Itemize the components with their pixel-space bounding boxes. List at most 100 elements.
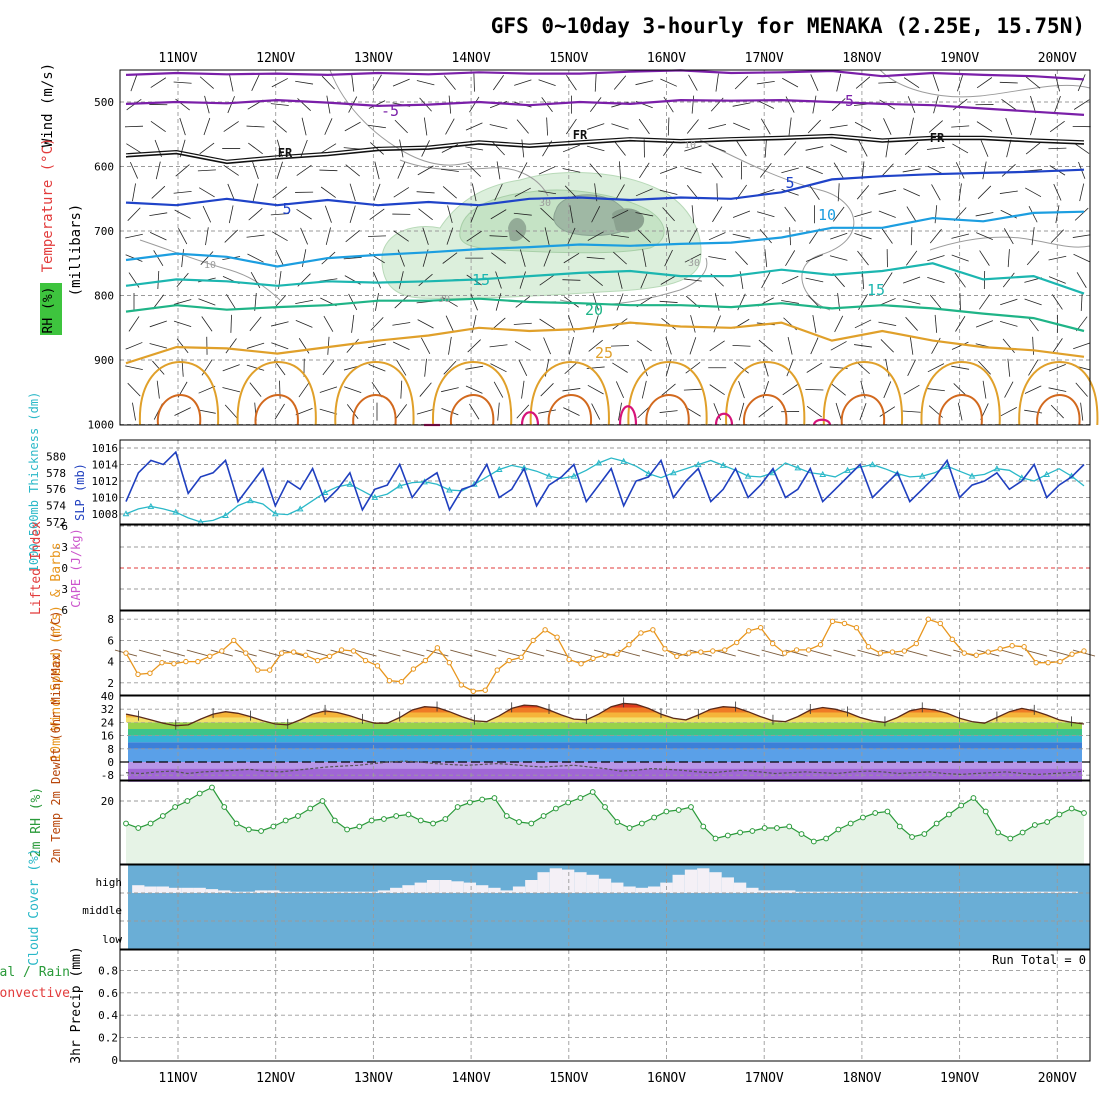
wind-barb <box>1052 294 1063 310</box>
wind-barb <box>422 227 429 245</box>
wind-barb <box>441 387 459 393</box>
wind-speed-point <box>937 620 943 627</box>
wind-barb <box>615 184 625 201</box>
wind-barb <box>660 166 678 174</box>
rh-point <box>405 811 412 818</box>
panel-frame <box>119 949 1091 1062</box>
day-label: 11NOV <box>158 1071 197 1086</box>
temperature-tick: 40 <box>101 690 114 703</box>
wind-barb <box>1072 234 1091 238</box>
wind-speed-point <box>710 648 716 654</box>
wind-barb <box>368 124 386 129</box>
wind-speed-point <box>662 646 668 652</box>
wind-barb <box>732 233 751 239</box>
wind-barb <box>1000 298 1018 306</box>
rh-point <box>319 798 326 804</box>
surface-wind-barb <box>1024 649 1048 657</box>
wind10m-series <box>114 616 1096 694</box>
temperature-band <box>128 735 1082 743</box>
wind-barb <box>711 162 723 178</box>
high-cloud-bar <box>537 872 550 893</box>
wind-barb <box>150 121 166 132</box>
rh-point <box>393 813 400 819</box>
wind-barb <box>611 209 629 219</box>
wind10m-panel: 2 4 6 8 <box>107 611 1096 695</box>
wind-barb <box>204 95 210 114</box>
wind-barb <box>1027 316 1039 332</box>
wind-barb <box>271 78 288 88</box>
surface-wind-barb <box>833 649 856 657</box>
wind-barb <box>227 96 235 114</box>
wind-barb <box>246 342 265 349</box>
wind-barb <box>149 320 167 328</box>
wind-barb <box>157 271 160 290</box>
isotherm-loop <box>352 393 397 426</box>
wind-barb <box>861 161 865 180</box>
wind-barb <box>735 251 748 265</box>
wind-barb <box>518 359 528 377</box>
wind-barb <box>951 365 970 370</box>
pressure-tick: 500 <box>94 96 114 109</box>
high-cloud-bar <box>512 886 526 893</box>
wind-barb <box>543 249 551 267</box>
wind-barb <box>611 234 629 238</box>
wind-barb <box>397 249 405 267</box>
wind-barb <box>489 235 508 238</box>
wind-barb <box>659 410 678 413</box>
wind-barb <box>495 271 502 289</box>
rh-point <box>995 829 1001 836</box>
wind-barb <box>395 404 408 420</box>
high-cloud-bar <box>611 882 624 893</box>
thickness-point <box>122 510 130 517</box>
thickness-point <box>495 465 503 473</box>
wind-barb <box>465 365 484 370</box>
wind-barb <box>880 339 894 353</box>
high-cloud-bar <box>1004 891 1017 893</box>
surface-wind-barb <box>138 649 162 657</box>
rh-point <box>430 820 436 827</box>
wind-speed-point <box>698 649 704 655</box>
isotherm-label: 15 <box>867 281 885 299</box>
wind-speed-point <box>542 627 548 633</box>
high-cloud-bar <box>181 887 194 893</box>
wind-barb <box>176 338 189 354</box>
wind-barb <box>271 342 289 350</box>
wind-barb <box>465 385 483 394</box>
wind-barb <box>878 321 897 326</box>
wind-barb <box>885 139 890 158</box>
precip-tick: 0.4 <box>98 1009 118 1022</box>
wind-barb <box>201 316 213 332</box>
wind-barb <box>370 142 384 155</box>
slp-tick: 1008 <box>92 508 119 521</box>
wind-barb <box>521 139 525 158</box>
wind-speed-point <box>985 649 991 655</box>
wind-barb <box>764 249 768 268</box>
high-cloud-bar <box>1053 891 1066 893</box>
wind-barb <box>928 120 943 133</box>
wind-barb <box>252 183 259 202</box>
wind-barb <box>566 74 577 91</box>
rh-point <box>1056 811 1063 818</box>
isotherm-label: 10 <box>818 206 836 224</box>
wind-barb <box>976 77 993 89</box>
temperature-band <box>128 762 1082 769</box>
wind-barb <box>588 339 603 352</box>
rh-point <box>258 828 265 834</box>
rh-point <box>737 829 744 836</box>
wind-barb <box>588 274 603 286</box>
high-cloud-bar <box>254 890 268 893</box>
wind-barb <box>515 230 530 243</box>
wind-barb <box>223 121 239 132</box>
thickness-point <box>794 464 802 471</box>
wind-barb <box>346 404 359 420</box>
lifted-index-tick: 0 <box>61 562 68 575</box>
wind-barb <box>370 317 384 331</box>
thickness-point <box>271 510 279 517</box>
slp-thickness-panel: 572 574 576 578 580 1008 1010 1012 1014 1016 <box>46 440 1090 529</box>
wind-barb <box>568 336 574 355</box>
wind-barb <box>295 319 313 328</box>
slp-line <box>125 450 1085 512</box>
wind-barb <box>562 388 581 392</box>
instability-panel: -6 -3 0 3 6 <box>55 520 1090 617</box>
upper-air-wind-barbs <box>124 73 1091 421</box>
